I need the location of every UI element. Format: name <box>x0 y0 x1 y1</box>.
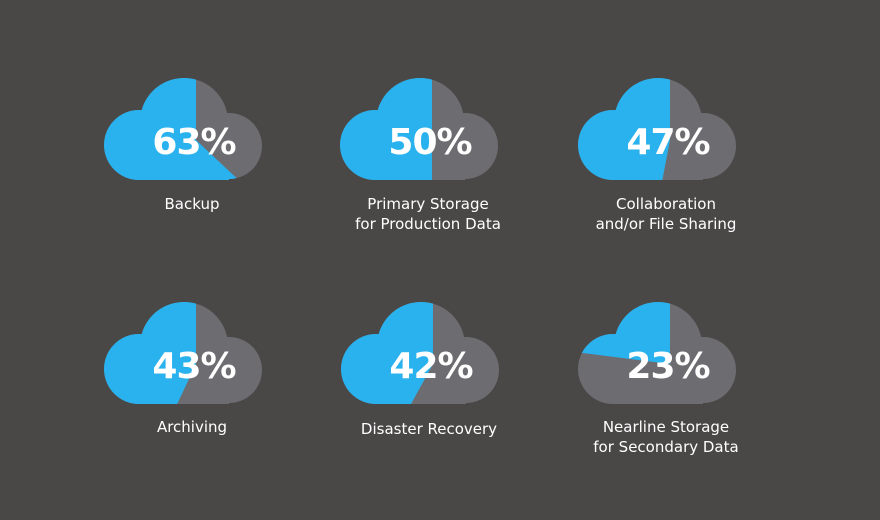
cloud-value-slice <box>578 78 670 180</box>
cloud-value-slice <box>104 302 196 404</box>
cloud-caption-line: Collaboration <box>616 195 716 213</box>
cloud-caption-line: for Secondary Data <box>593 438 738 456</box>
cloud-value-slice <box>341 302 433 404</box>
percentage-label: 63% <box>152 122 235 163</box>
cloud-caption-line: Archiving <box>157 418 227 436</box>
percentage-label: 42% <box>389 346 472 387</box>
cloud-caption-line: for Production Data <box>355 215 501 233</box>
cloud-value-slice <box>578 302 670 364</box>
percentage-label: 50% <box>388 122 471 163</box>
cloud-caption-line: Nearline Storage <box>603 418 729 436</box>
cloud-value-slice <box>340 78 432 180</box>
cloud-caption-line: Backup <box>165 195 220 213</box>
cloud-value-slice <box>104 78 262 180</box>
cloud-caption-line: and/or File Sharing <box>596 215 737 233</box>
cloud-nearline-storage-for-secondary-data <box>578 302 736 404</box>
percentage-label: 47% <box>626 122 709 163</box>
percentage-label: 23% <box>626 346 709 387</box>
cloud-caption-line: Disaster Recovery <box>361 420 497 438</box>
cloud-caption-line: Primary Storage <box>367 195 488 213</box>
percentage-label: 43% <box>152 346 235 387</box>
